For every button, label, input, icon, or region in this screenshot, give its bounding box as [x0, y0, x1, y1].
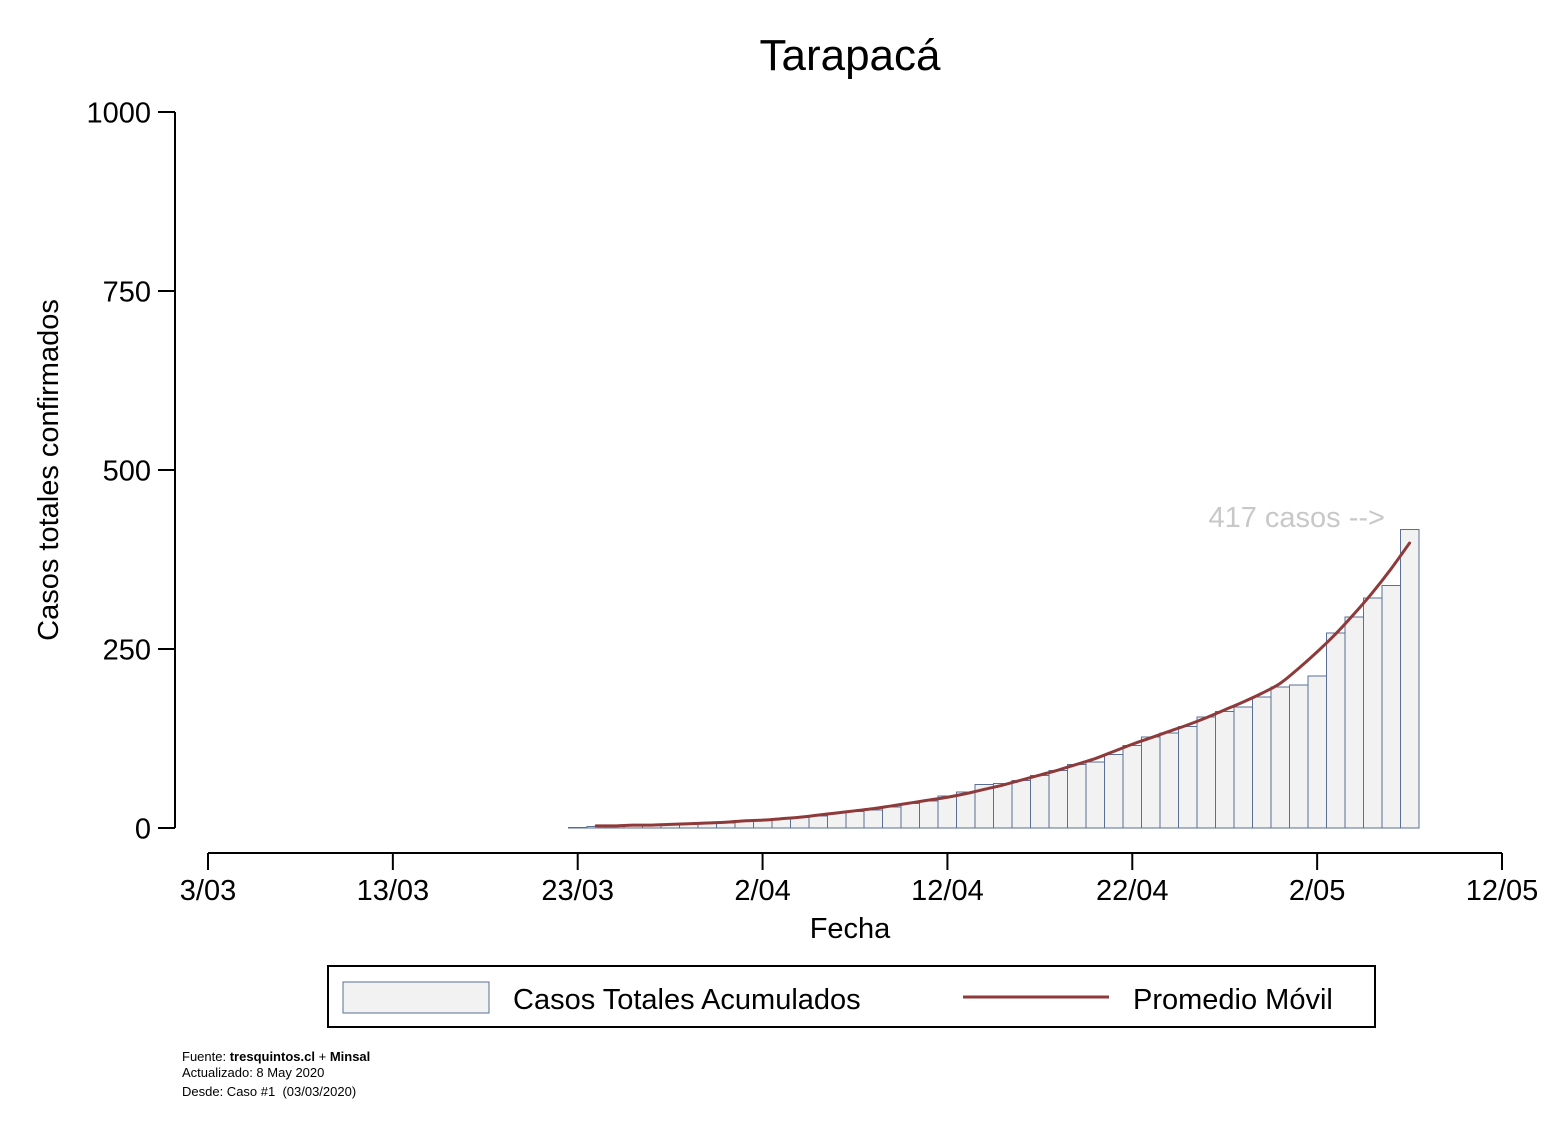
bar — [1325, 632, 1346, 829]
y-tick-label: 250 — [103, 635, 151, 667]
footer-source-org: Minsal — [330, 1049, 370, 1064]
bar — [956, 791, 976, 829]
legend: Casos Totales Acumulados Promedio Móvil — [327, 965, 1376, 1028]
bar — [1233, 706, 1253, 829]
footer-since: Desde: Caso #1 (03/03/2020) — [182, 1084, 356, 1099]
bar — [1141, 736, 1161, 829]
bar — [937, 795, 958, 829]
y-tick-label: 1000 — [86, 98, 151, 130]
bar — [1159, 732, 1179, 829]
last-value-annotation: 417 casos --> — [1208, 502, 1385, 534]
bar — [1067, 763, 1087, 829]
y-tick-label: 0 — [135, 814, 151, 846]
chart-title: Tarapacá — [759, 31, 941, 80]
y-tick-label: 500 — [103, 456, 151, 488]
footer-source-label: Fuente: — [182, 1049, 226, 1064]
x-tick-label: 3/03 — [180, 875, 236, 907]
footer-notes: Fuente: tresquintos.cl + Minsal Actualiz… — [182, 1049, 370, 1099]
bar — [1362, 597, 1383, 829]
footer-source-site: tresquintos.cl — [230, 1049, 315, 1064]
bar-series-casos-totales — [567, 528, 1420, 829]
bar — [1381, 584, 1401, 829]
x-tick-label: 12/04 — [911, 875, 984, 907]
x-tick-label: 2/04 — [734, 875, 790, 907]
bar — [1030, 775, 1050, 829]
bar — [919, 800, 939, 829]
y-axis-title: Casos totales confirmados — [33, 299, 65, 641]
bar — [1344, 616, 1364, 829]
x-tick-label: 23/03 — [541, 875, 614, 907]
bar — [1122, 745, 1143, 829]
legend-label-bars: Casos Totales Acumulados — [513, 984, 861, 1016]
bar — [1288, 684, 1309, 829]
x-tick-label: 22/04 — [1096, 875, 1169, 907]
bar — [863, 809, 884, 829]
x-tick-label: 2/05 — [1289, 875, 1345, 907]
y-tick-label: 750 — [103, 277, 151, 309]
x-tick-label: 12/05 — [1466, 875, 1539, 907]
bar — [1085, 761, 1106, 829]
footer-source: Fuente: tresquintos.cl + Minsal — [182, 1049, 370, 1064]
x-axis-title: Fecha — [810, 913, 891, 945]
bar — [1307, 675, 1327, 829]
footer-updated: Actualizado: 8 May 2020 — [182, 1065, 324, 1080]
footer-source-sep: + — [319, 1049, 327, 1064]
bar — [1104, 753, 1124, 829]
bar — [1214, 710, 1235, 829]
moving-average-line — [594, 541, 1412, 828]
x-tick-label: 13/03 — [357, 875, 430, 907]
bar — [1251, 696, 1272, 829]
bar — [808, 815, 828, 829]
y-axis: 0 250 500 750 1000 — [86, 98, 176, 846]
bar — [1196, 716, 1216, 829]
bar — [1048, 770, 1069, 829]
bar — [845, 811, 865, 829]
bar — [567, 826, 588, 829]
bar — [882, 806, 902, 829]
bar — [1399, 528, 1420, 829]
bar — [993, 783, 1013, 829]
bar — [1178, 725, 1198, 829]
legend-label-line: Promedio Móvil — [1133, 984, 1333, 1016]
x-axis: 3/03 13/03 23/03 2/04 12/04 22/04 2/05 12/05 — [180, 852, 1539, 907]
legend-box — [327, 965, 1376, 1028]
legend-swatch-bars — [342, 981, 490, 1014]
bar — [1011, 780, 1032, 829]
bar — [1270, 686, 1290, 829]
bar — [900, 803, 921, 829]
